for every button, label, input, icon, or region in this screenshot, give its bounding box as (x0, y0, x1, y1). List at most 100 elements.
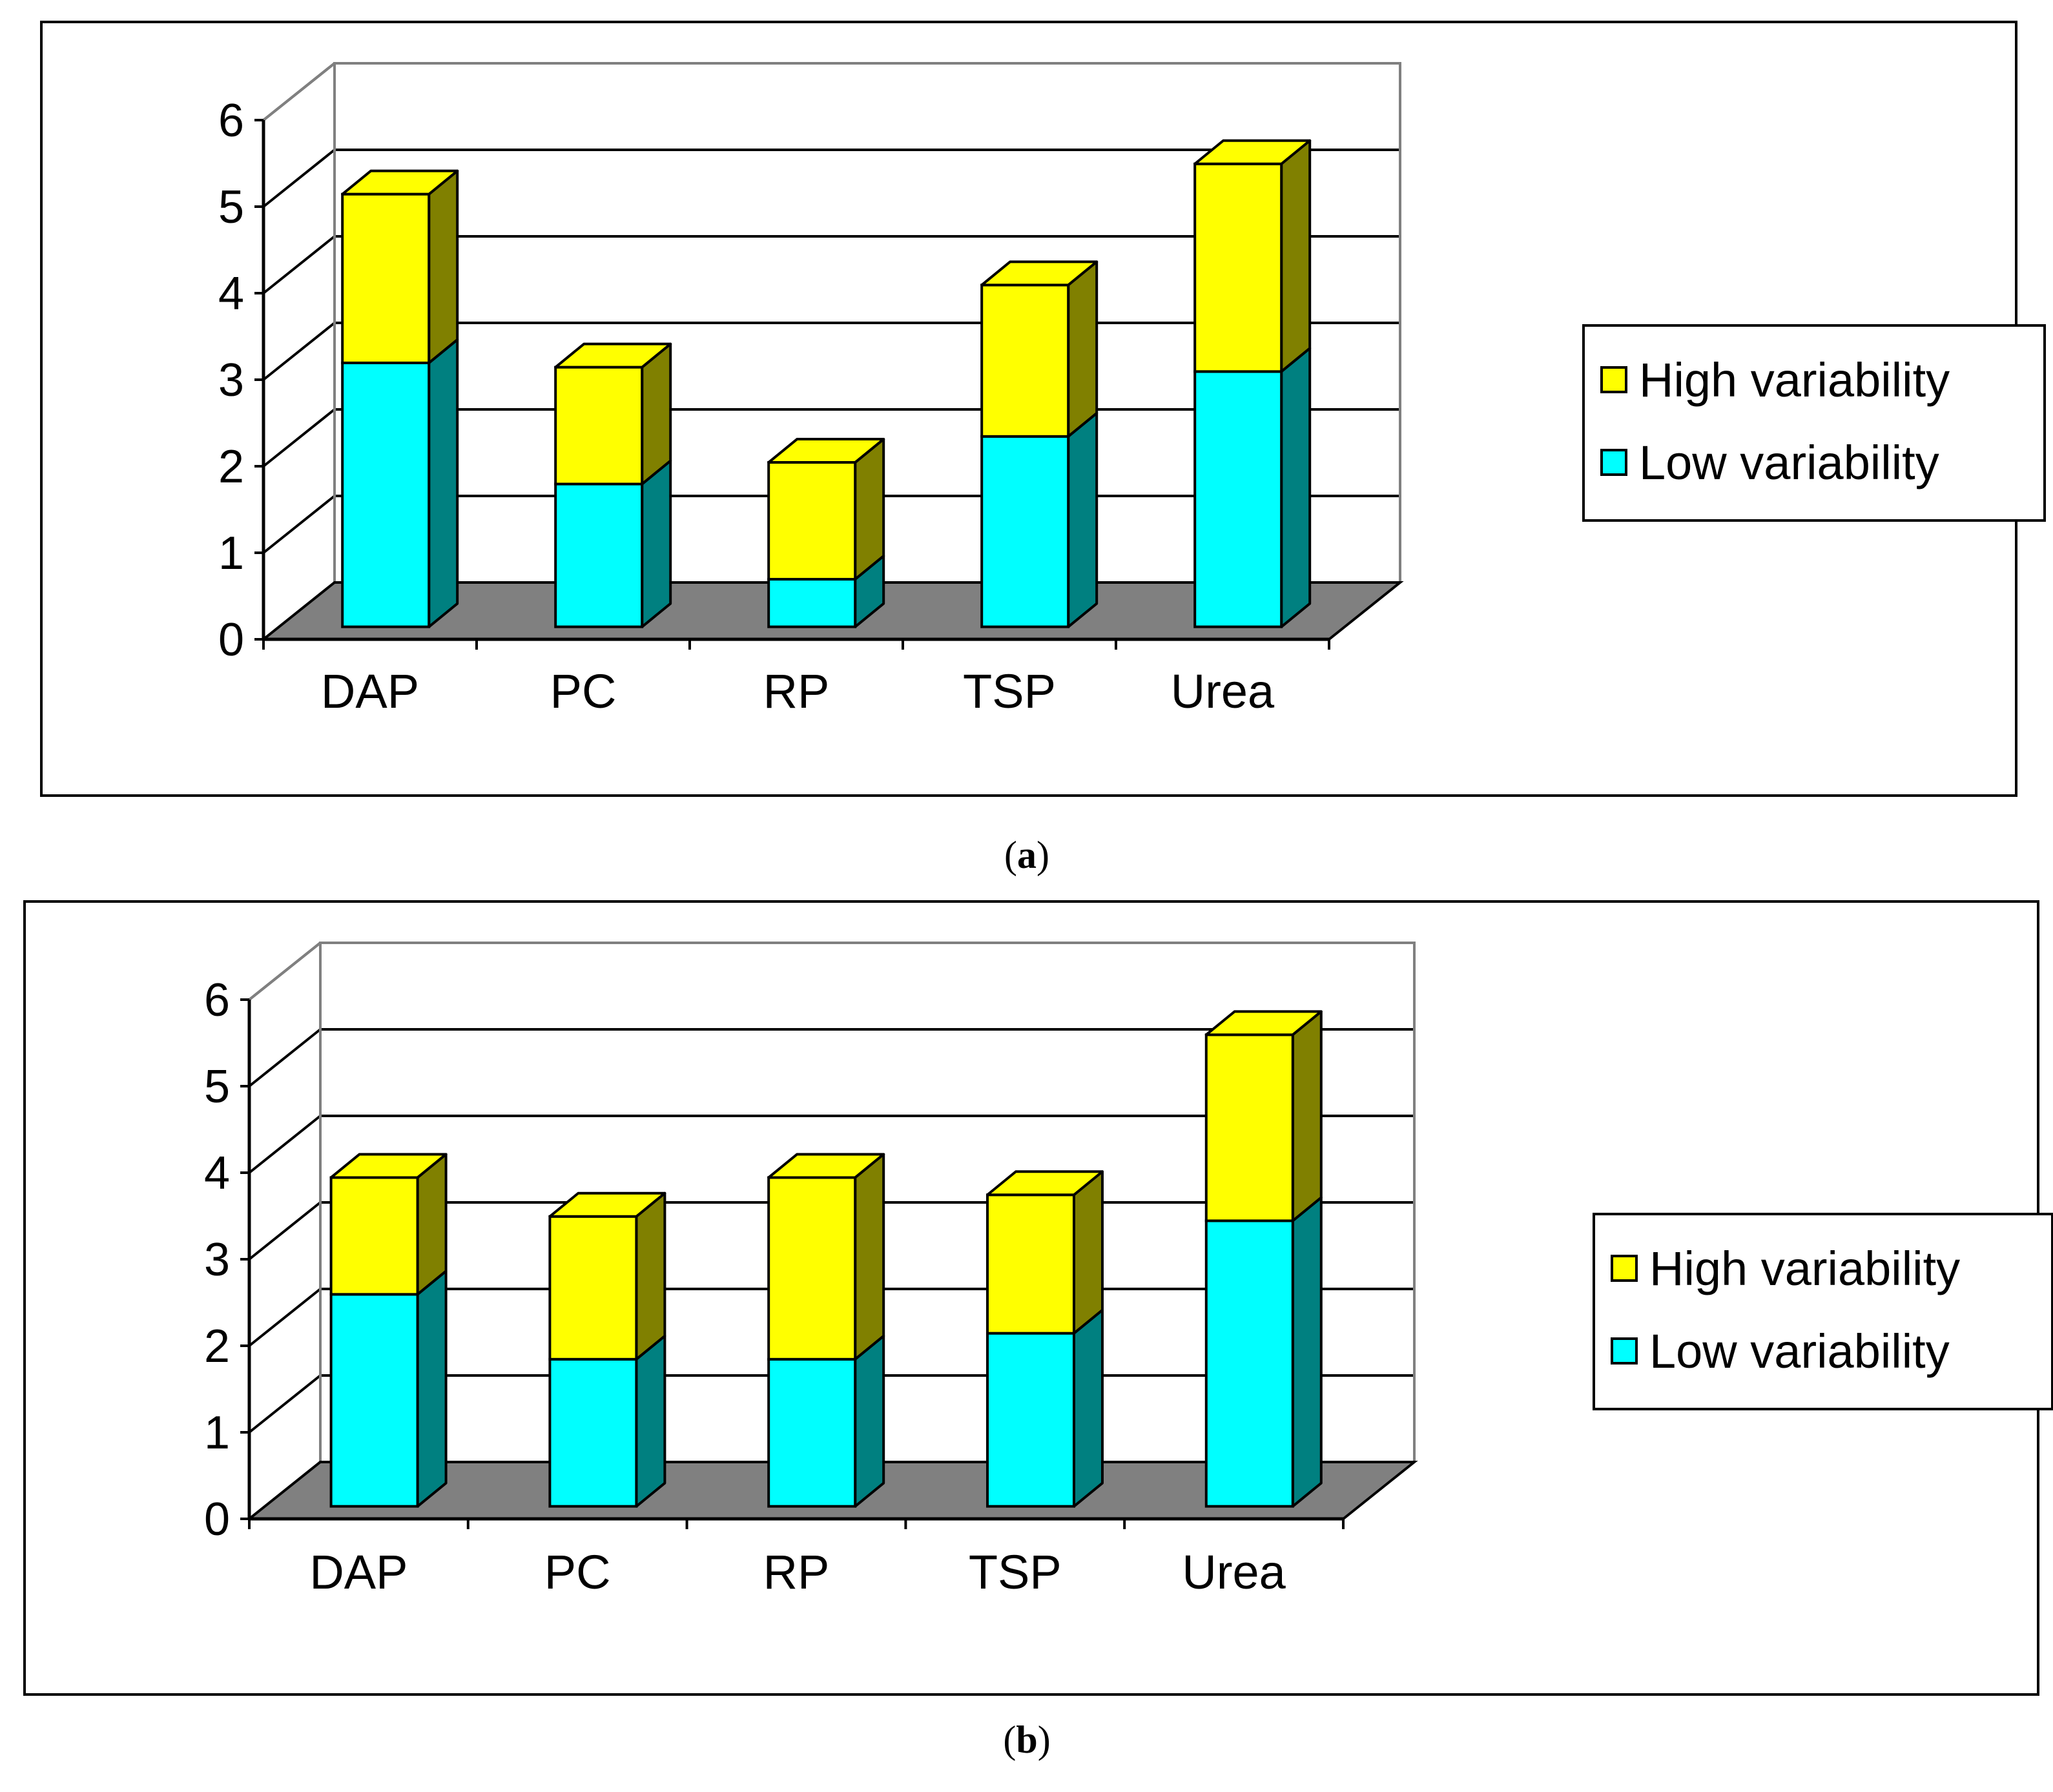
y-tick-label: 6 (204, 974, 230, 1026)
bar-low-pc (548, 1357, 638, 1508)
side-gridline (248, 1201, 322, 1261)
y-tick-label: 6 (218, 95, 244, 147)
bar-low-urea (1193, 370, 1283, 628)
x-tick-label: TSP (963, 664, 1056, 718)
bar-low-side-tsp (1073, 1308, 1104, 1508)
side-gridline (248, 1288, 322, 1347)
bar-low-side-urea (1280, 347, 1312, 628)
y-tick-label: 0 (204, 1494, 230, 1545)
legend-label-high: High variability (1649, 1241, 1961, 1295)
x-tick-label: RP (763, 664, 830, 718)
bar-low-side-dap (416, 1270, 448, 1508)
x-tick-label: DAP (321, 664, 419, 718)
bar-high-tsp (980, 283, 1070, 438)
side-gridline (262, 235, 336, 294)
y-tick-label: 4 (204, 1148, 230, 1199)
legend-swatch-low (1611, 1337, 1638, 1365)
back-wall (333, 62, 1401, 582)
chart-a-plot: 0 1 2 3 4 5 6 DAP PC RP TSP Urea (218, 62, 1404, 718)
y-tick-label: 0 (218, 614, 244, 666)
x-tick-label: RP (763, 1545, 830, 1599)
side-gridline (262, 408, 336, 468)
bar-top-dap (341, 169, 459, 196)
bar-low-side-rp (854, 1334, 885, 1508)
bar-low-tsp (986, 1332, 1075, 1508)
side-gridline (248, 1374, 322, 1434)
bar-low-dap (341, 361, 431, 628)
bar-high-side-dap (428, 169, 459, 364)
bar-top-rp (767, 1153, 885, 1179)
bar-low-tsp (980, 435, 1070, 628)
side-gridline (248, 1028, 322, 1087)
legend-item-low: Low variability (1611, 1310, 2036, 1392)
y-tick-label: 3 (218, 355, 244, 406)
bar-high-pc (554, 366, 644, 486)
x-tick-label: PC (550, 664, 617, 718)
bar-low-urea (1204, 1219, 1294, 1508)
y-tick-label: 1 (204, 1407, 230, 1459)
bar-top-pc (554, 342, 672, 369)
bar-high-rp (767, 1176, 857, 1361)
bar-high-tsp (986, 1193, 1075, 1335)
side-gridline (262, 322, 336, 381)
bar-high-rp (767, 461, 857, 581)
legend-label-high: High variability (1639, 353, 1950, 407)
bar-high-dap (329, 1176, 419, 1296)
bar-low-side-tsp (1067, 411, 1099, 628)
bar-high-urea (1204, 1033, 1294, 1222)
x-tick-label: DAP (309, 1545, 408, 1599)
legend-swatch-high (1611, 1255, 1638, 1282)
bar-high-dap (341, 192, 431, 364)
caption-b: (b) (1003, 1718, 1051, 1761)
bar-low-side-pc (635, 1334, 666, 1508)
bar-high-side-urea (1280, 139, 1312, 373)
legend-label-low: Low variability (1649, 1324, 1950, 1378)
bar-low-rp (767, 1357, 857, 1508)
x-tick-label: Urea (1182, 1545, 1286, 1599)
bar-top-pc (548, 1191, 666, 1218)
x-tick-label: PC (544, 1545, 611, 1599)
bar-top-urea (1193, 139, 1312, 165)
bar-low-pc (554, 482, 644, 628)
x-tick-label: Urea (1171, 664, 1275, 718)
legend-label-low: Low variability (1639, 435, 1939, 489)
y-tick-label: 5 (218, 181, 244, 233)
legend-b: High variability Low variability (1593, 1213, 2053, 1410)
bar-low-side-urea (1291, 1196, 1323, 1508)
bar-low-dap (329, 1293, 419, 1508)
legend-swatch-low (1600, 449, 1627, 476)
legend-swatch-high (1600, 366, 1627, 393)
legend-item-low: Low variability (1600, 421, 2028, 504)
y-tick-label: 1 (218, 528, 244, 579)
chart-panel-b: 0 1 2 3 4 5 6 DAP PC RP TSP Urea High variability L… (23, 900, 2053, 1696)
chart-panel-a: 0 1 2 3 4 5 6 DAP PC RP TSP Urea High variability L… (40, 21, 2046, 797)
bar-low-rp (767, 577, 857, 628)
bar-high-side-tsp (1073, 1170, 1104, 1335)
caption-b-letter: b (1016, 1718, 1038, 1761)
caption-a-letter: a (1017, 834, 1037, 876)
caption-a: (a) (1004, 834, 1049, 876)
bar-low-side-pc (641, 459, 672, 628)
y-tick-label: 4 (218, 268, 244, 320)
top-side-edge (248, 942, 322, 1001)
bar-top-tsp (986, 1170, 1104, 1197)
bar-top-urea (1204, 1010, 1323, 1036)
side-gridline (262, 149, 336, 208)
side-gridline (248, 1115, 322, 1174)
bar-high-side-tsp (1067, 260, 1099, 438)
y-tick-label: 5 (204, 1061, 230, 1113)
legend-item-high: High variability (1611, 1227, 2036, 1310)
y-tick-label: 2 (204, 1321, 230, 1372)
bar-high-side-pc (635, 1191, 666, 1361)
side-gridline (262, 495, 336, 554)
back-wall (319, 942, 1416, 1462)
bar-top-tsp (980, 260, 1099, 287)
y-tick-label: 2 (218, 441, 244, 493)
y-tick-label: 3 (204, 1234, 230, 1286)
bar-high-side-rp (854, 1153, 885, 1361)
bar-top-rp (767, 438, 885, 464)
bar-high-side-urea (1291, 1010, 1323, 1222)
bar-high-urea (1193, 162, 1283, 373)
x-tick-label: TSP (969, 1545, 1062, 1599)
legend-a: High variability Low variability (1582, 324, 2046, 522)
